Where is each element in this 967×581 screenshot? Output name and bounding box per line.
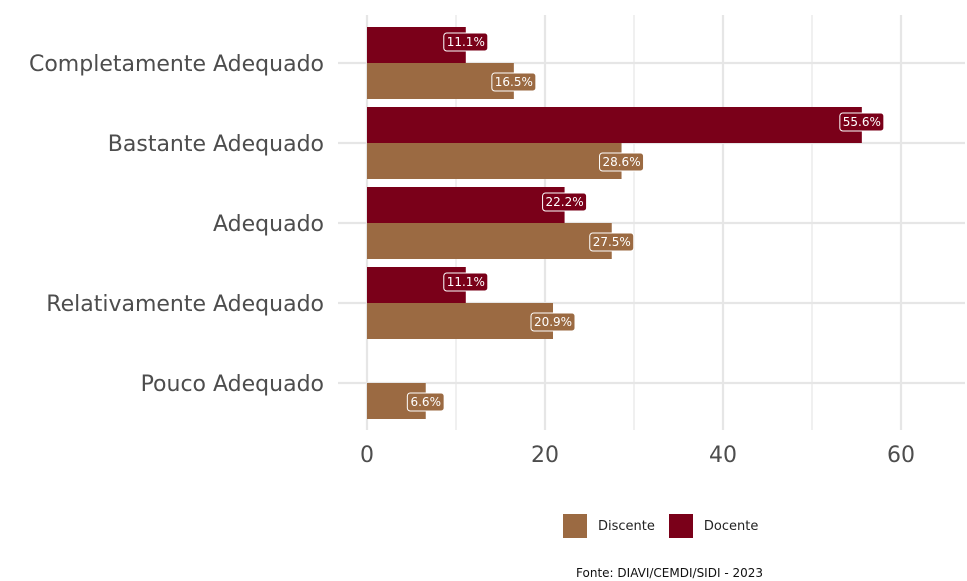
data-label: 20.9% bbox=[530, 312, 576, 332]
category-label: Bastante Adequado bbox=[108, 132, 324, 157]
bars bbox=[367, 27, 862, 419]
bar-discente bbox=[367, 143, 622, 179]
data-label: 11.1% bbox=[443, 272, 489, 292]
x-tick-label: 60 bbox=[887, 443, 915, 468]
bar-discente bbox=[367, 303, 554, 339]
svg-text:28.6%: 28.6% bbox=[602, 155, 640, 169]
x-tick-label: 40 bbox=[709, 443, 737, 468]
svg-text:20.9%: 20.9% bbox=[534, 315, 572, 329]
data-label: 28.6% bbox=[599, 152, 645, 172]
category-label: Adequado bbox=[213, 212, 324, 237]
data-label: 11.1% bbox=[443, 32, 489, 52]
legend: Discente Docente bbox=[563, 514, 772, 538]
category-label: Relativamente Adequado bbox=[46, 292, 324, 317]
data-labels: 11.1% 16.5% 55.6% 28.6% 22.2% 27.5% 11.1% 20.9%… bbox=[406, 32, 885, 412]
svg-text:22.2%: 22.2% bbox=[546, 195, 584, 209]
svg-text:11.1%: 11.1% bbox=[447, 35, 485, 49]
svg-text:6.6%: 6.6% bbox=[410, 395, 441, 409]
legend-swatch-discente bbox=[563, 514, 587, 538]
svg-text:55.6%: 55.6% bbox=[843, 115, 881, 129]
bar-discente bbox=[367, 63, 514, 99]
chart-caption: Fonte: DIAVI/CEMDI/SIDI - 2023 bbox=[576, 566, 763, 580]
bar-discente bbox=[367, 223, 612, 259]
x-tick-label: 20 bbox=[531, 443, 559, 468]
bar-docente bbox=[367, 187, 565, 223]
legend-item-discente: Discente bbox=[563, 514, 655, 538]
data-label: 22.2% bbox=[542, 192, 588, 212]
bar-docente bbox=[367, 107, 862, 143]
legend-label-docente: Docente bbox=[703, 518, 759, 534]
category-label: Pouco Adequado bbox=[141, 372, 324, 397]
legend-item-docente: Docente bbox=[668, 514, 759, 538]
data-label: 16.5% bbox=[491, 72, 537, 92]
data-label: 55.6% bbox=[839, 112, 885, 132]
svg-text:16.5%: 16.5% bbox=[495, 75, 533, 89]
legend-label-discente: Discente bbox=[598, 518, 655, 534]
data-label: 27.5% bbox=[589, 232, 635, 252]
x-tick-label: 0 bbox=[360, 443, 374, 468]
svg-text:27.5%: 27.5% bbox=[593, 235, 631, 249]
legend-swatch-docente bbox=[668, 514, 693, 538]
category-label: Completamente Adequado bbox=[29, 52, 324, 77]
x-tick-labels: 0 20 40 60 bbox=[360, 443, 915, 468]
data-label: 6.6% bbox=[406, 392, 445, 412]
category-labels: Completamente Adequado Bastante Adequado A… bbox=[29, 52, 324, 397]
svg-text:11.1%: 11.1% bbox=[447, 275, 485, 289]
